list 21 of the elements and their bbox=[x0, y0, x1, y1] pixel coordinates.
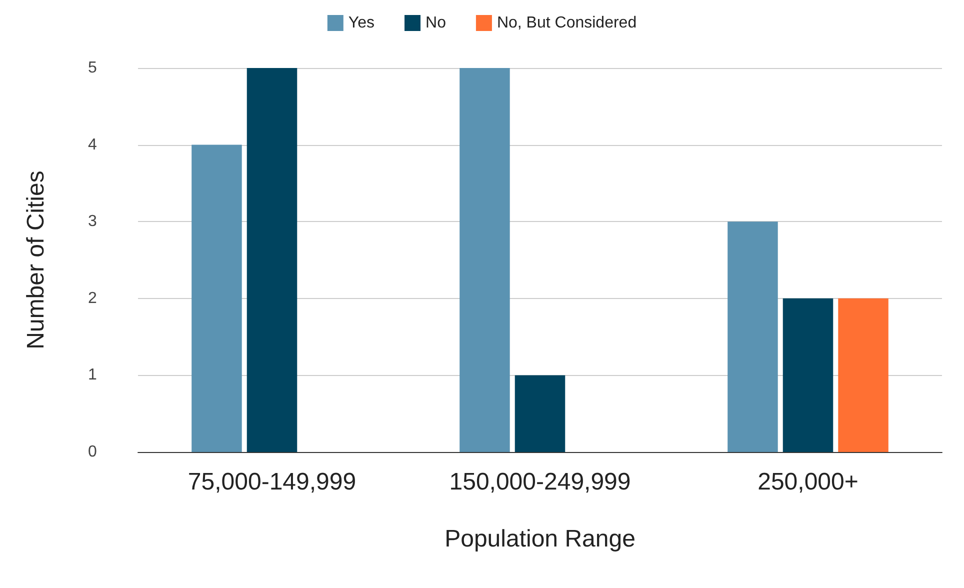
y-tick-label: 4 bbox=[88, 136, 97, 154]
y-axis-title: Number of Cities bbox=[22, 170, 50, 350]
y-tick-label: 3 bbox=[88, 213, 97, 230]
bar bbox=[728, 222, 778, 452]
bar bbox=[838, 298, 888, 452]
x-axis-title: Population Range bbox=[444, 526, 636, 552]
y-tick-label: 2 bbox=[88, 290, 97, 307]
bar bbox=[782, 298, 834, 452]
y-tick-label: 1 bbox=[88, 366, 97, 384]
bar bbox=[246, 68, 298, 452]
bar bbox=[514, 375, 566, 452]
x-tick-label: 150,000-249,999 bbox=[449, 468, 631, 496]
bar bbox=[192, 144, 242, 452]
legend-label: Yes bbox=[348, 14, 375, 32]
x-tick-label: 75,000-149,999 bbox=[188, 468, 356, 496]
legend-label: No bbox=[426, 14, 446, 32]
bar bbox=[460, 68, 510, 452]
x-tick-label: 250,000+ bbox=[758, 468, 858, 496]
y-tick-label: 5 bbox=[88, 60, 97, 76]
y-tick-label: 0 bbox=[88, 444, 97, 460]
legend-label: No, But Considered bbox=[496, 14, 637, 32]
